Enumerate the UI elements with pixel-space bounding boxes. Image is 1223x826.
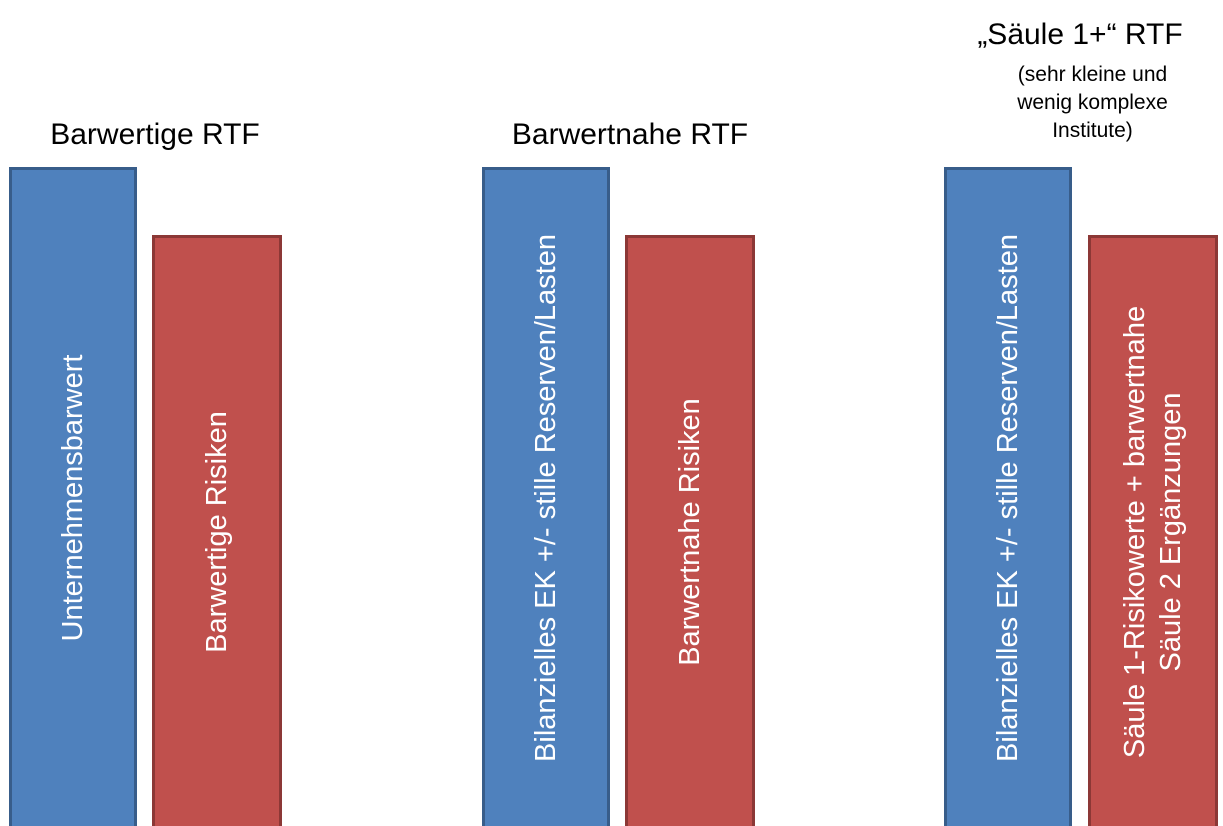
column-heading-barwertnahe-rtf: Barwertnahe RTF xyxy=(490,118,770,152)
column-heading-saeule-1-plus-rtf: „Säule 1+“ RTF xyxy=(945,18,1215,52)
capital-bar-label: Bilanzielles EK +/- stille Reserven/Last… xyxy=(528,234,564,762)
capital-bar-label: Bilanzielles EK +/- stille Reserven/Last… xyxy=(990,234,1026,762)
capital-bar-unternehmensbarwert: Unternehmensbarwert xyxy=(9,167,137,826)
capital-bar-label: Unternehmensbarwert xyxy=(55,355,91,642)
column-subheading-institute-note: (sehr kleine und wenig komplexe Institut… xyxy=(1005,61,1180,145)
risk-bar-label: Barwertnahe Risiken xyxy=(672,398,708,666)
risk-bar-label: Säule 1-Risikowerte + barwertnahe Säule … xyxy=(1117,306,1189,758)
risk-bar-label: Barwertige Risiken xyxy=(199,411,235,653)
risk-bar-saeule-1-risikowerte: Säule 1-Risikowerte + barwertnahe Säule … xyxy=(1088,235,1218,826)
column-heading-barwertige-rtf: Barwertige RTF xyxy=(30,118,280,152)
capital-bar-bilanzielles-ek: Bilanzielles EK +/- stille Reserven/Last… xyxy=(944,167,1072,826)
risk-bar-barwertige-risiken: Barwertige Risiken xyxy=(152,235,282,826)
capital-bar-bilanzielles-ek: Bilanzielles EK +/- stille Reserven/Last… xyxy=(482,167,610,826)
risk-bar-barwertnahe-risiken: Barwertnahe Risiken xyxy=(625,235,755,826)
